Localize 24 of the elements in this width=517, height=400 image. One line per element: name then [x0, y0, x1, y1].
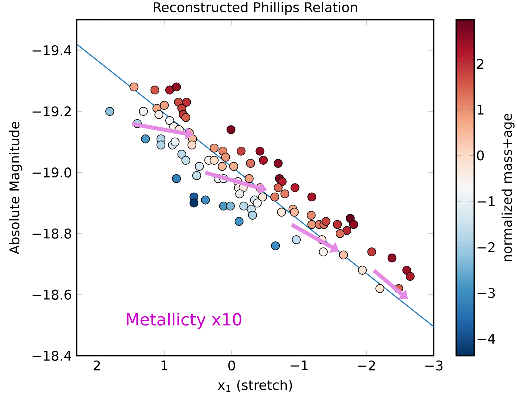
- y-axis-title: Absolute Magnitude: [9, 122, 22, 254]
- x-tick-label: 0: [228, 360, 236, 371]
- chart-title: Reconstructed Phillips Relation: [154, 2, 358, 16]
- color-bar-label: −3: [478, 288, 496, 298]
- y-tick-label: −19.2: [32, 106, 71, 117]
- color-bar-label: −4: [478, 334, 496, 344]
- y-tick-label: −18.6: [32, 290, 72, 300]
- color-bar-label: 1: [478, 104, 484, 115]
- y-tick-label: −19.0: [32, 168, 72, 178]
- annotation: Metallicty x10: [127, 312, 242, 330]
- y-tick-label: −19.4: [32, 45, 72, 56]
- color-bar-label: 0: [477, 150, 484, 161]
- x-tick-label: −2: [358, 360, 376, 371]
- x-axis-title: x$_{1}$ (stretch): [218, 380, 292, 392]
- x-tick-label: −1: [290, 360, 308, 370]
- color-bar-label: −2: [478, 242, 495, 252]
- y-tick-label: −18.4: [32, 350, 72, 362]
- color-bar-title: normalized mass+age: [502, 114, 515, 262]
- y-tick-label: −18.8: [32, 228, 72, 239]
- x-tick-label: 2: [94, 360, 100, 371]
- x-tick-label: −3: [426, 360, 443, 371]
- color-bar-label: 2: [477, 59, 484, 69]
- x-tick-label: 1: [162, 360, 168, 370]
- color-bar-label: −1: [478, 196, 495, 206]
